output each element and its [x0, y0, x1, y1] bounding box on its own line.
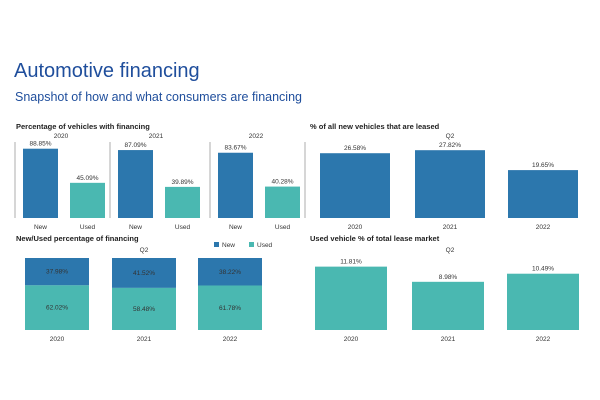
chart3-bar-new [112, 258, 176, 288]
chart4-bar [507, 273, 579, 330]
page-subtitle: Snapshot of how and what consumers are f… [15, 90, 302, 104]
chart4-category-label: 2020 [344, 336, 359, 343]
chart2-bar [320, 153, 390, 218]
chart3-data-label-new: 38.22% [219, 269, 241, 276]
chart2-category-label: 2022 [536, 224, 551, 231]
chart1-category-label: New [34, 224, 47, 231]
chart2-category-label: 2021 [443, 224, 458, 231]
chart1-data-label: 40.28% [271, 179, 293, 186]
chart4-bar [315, 266, 387, 330]
chart2-data-label: 19.65% [532, 162, 554, 169]
chart1-data-label: 83.67% [224, 145, 246, 152]
chart1-bar-used [70, 182, 105, 218]
chart3-bar-used [198, 285, 262, 330]
chart3-bar-used [25, 285, 89, 330]
chart1-category-label: Used [175, 224, 191, 231]
page-title: Automotive financing [14, 60, 200, 82]
chart3-legend-swatch-used [249, 242, 254, 247]
chart1-panel-label: 2021 [149, 133, 164, 140]
chart2-bar [508, 170, 578, 218]
chart4-title: Used vehicle % of total lease market [310, 234, 440, 243]
chart4-data-label: 11.81% [340, 259, 362, 266]
chart3-category-label: 2020 [50, 336, 65, 343]
chart1-panel-label: 2020 [54, 133, 69, 140]
chart3-legend-swatch-new [214, 242, 219, 247]
chart3-bar-new [198, 258, 262, 286]
chart4-category-label: 2022 [536, 336, 551, 343]
chart1-category-label: Used [80, 224, 96, 231]
chart4-data-label: 8.98% [439, 274, 458, 281]
chart3-subtitle: Q2 [140, 247, 149, 254]
chart1-category-label: Used [275, 224, 291, 231]
chart2-bar [415, 150, 485, 218]
chart1-category-label: New [229, 224, 242, 231]
chart3-data-label-new: 37.98% [46, 269, 68, 276]
chart1-bar-new [218, 152, 253, 218]
chart3-data-label-used: 62.02% [46, 305, 68, 312]
chart3-bar-new [25, 258, 89, 286]
chart1-panel-label: 2022 [249, 133, 264, 140]
chart3-data-label-used: 58.48% [133, 306, 155, 313]
chart1-data-label: 88.85% [29, 141, 51, 148]
chart1-title: Percentage of vehicles with financing [16, 122, 150, 131]
chart4-bar [412, 281, 484, 330]
chart3-data-label-new: 41.52% [133, 270, 155, 277]
chart4-subtitle: Q2 [446, 247, 455, 254]
chart3-title: New/Used percentage of financing [16, 234, 139, 243]
chart3-legend-label-new: New [222, 242, 235, 249]
chart1-bar-used [265, 186, 300, 218]
chart2-title: % of all new vehicles that are leased [310, 122, 440, 131]
chart2-category-label: 2020 [348, 224, 363, 231]
chart3-category-label: 2022 [223, 336, 238, 343]
chart2-data-label: 26.58% [344, 145, 366, 152]
chart3-category-label: 2021 [137, 336, 152, 343]
chart3-legend-label-used: Used [257, 242, 273, 249]
chart4-category-label: 2021 [441, 336, 456, 343]
chart1-bar-new [23, 148, 58, 218]
chart1-data-label: 45.09% [76, 175, 98, 182]
chart1-bar-new [118, 150, 153, 218]
chart1-data-label: 87.09% [124, 142, 146, 149]
chart1-bar-used [165, 186, 200, 218]
chart3-bar-used [112, 287, 176, 330]
chart2-subtitle: Q2 [446, 133, 455, 140]
chart1-category-label: New [129, 224, 142, 231]
chart1-data-label: 39.89% [171, 179, 193, 186]
chart2-data-label: 27.82% [439, 142, 461, 149]
chart4-data-label: 10.49% [532, 266, 554, 273]
chart3-data-label-used: 61.78% [219, 305, 241, 312]
